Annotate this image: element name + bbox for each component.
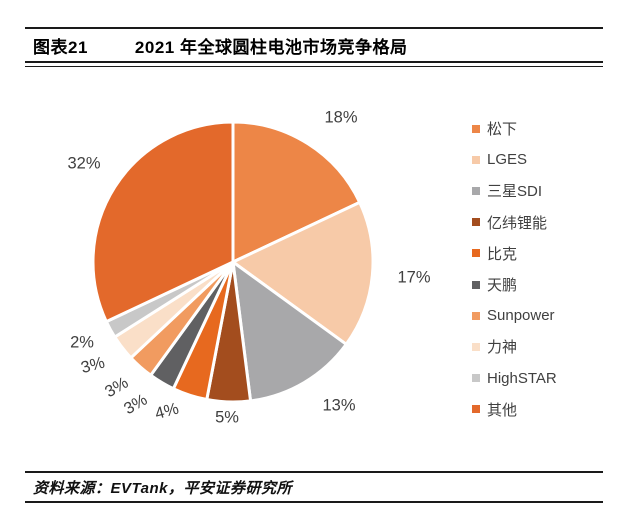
slice-label: 13%: [322, 396, 355, 414]
header-top-rule: [25, 27, 603, 29]
legend-item: HighSTAR: [472, 363, 632, 394]
slice-label: 5%: [215, 408, 239, 426]
slice-label: 18%: [324, 108, 357, 126]
legend-label: 亿纬锂能: [487, 214, 548, 232]
source-note: 资料来源：EVTank，平安证券研究所: [33, 480, 292, 497]
legend-swatch: [472, 186, 480, 195]
pie-slice-2: [231, 200, 375, 346]
legend-item: 天鹏: [472, 269, 632, 300]
slice-label: 3%: [121, 391, 151, 419]
slice-label: 17%: [397, 268, 430, 286]
header-bottom-rule-thin: [25, 66, 603, 67]
legend-item: LGES: [472, 144, 632, 175]
footer-bottom-rule: [25, 501, 603, 503]
legend-label: 天鹏: [487, 277, 518, 295]
legend-label: 比克: [487, 245, 518, 263]
legend-item: 力神: [472, 331, 632, 362]
legend-label: 松下: [487, 121, 518, 139]
figure-header: 图表21 2021 年全球圆柱电池市场竞争格局: [33, 33, 603, 57]
legend-item: Sunpower: [472, 300, 632, 331]
legend-swatch: [472, 249, 480, 258]
legend-swatch: [472, 280, 480, 289]
header-bottom-rule-thick: [25, 61, 603, 63]
slice-label: 32%: [67, 154, 100, 172]
figure-number-label: 图表21: [33, 37, 88, 57]
legend-label: HighSTAR: [487, 369, 557, 387]
legend-swatch: [472, 311, 480, 320]
chart-legend: 松下 LGES 三星SDI 亿纬锂能比克天鹏 Sunpower 力神 HighSTAR 其他: [472, 113, 632, 425]
legend-label: 力神: [487, 339, 518, 357]
legend-item: 亿纬锂能: [472, 207, 632, 238]
legend-item: 松下: [472, 113, 632, 144]
legend-swatch: [472, 342, 480, 351]
legend-item: 其他: [472, 394, 632, 425]
pie-slice-1: [231, 120, 362, 264]
slice-label: 3%: [102, 374, 132, 402]
legend-label: Sunpower: [487, 307, 555, 325]
legend-item: 三星SDI: [472, 175, 632, 206]
legend-swatch: [472, 405, 480, 414]
legend-item: 比克: [472, 238, 632, 269]
legend-swatch: [472, 218, 480, 227]
legend-label: 三星SDI: [487, 183, 543, 201]
legend-swatch: [472, 155, 480, 164]
legend-swatch: [472, 374, 480, 383]
slice-label: 2%: [70, 333, 94, 351]
figure-title: 2021 年全球圆柱电池市场竞争格局: [134, 37, 408, 57]
pie-slice-10: [91, 120, 235, 324]
pie-slice-3: [231, 260, 348, 403]
legend-label: 其他: [487, 401, 518, 419]
legend-label: LGES: [487, 151, 528, 169]
legend-swatch: [472, 124, 480, 133]
slice-label: 3%: [79, 354, 107, 378]
pie-chart: 18%17%13%5%4%3%3%3%2%32%: [67, 108, 430, 426]
footer-top-rule: [25, 471, 603, 473]
slice-label: 4%: [153, 400, 181, 424]
